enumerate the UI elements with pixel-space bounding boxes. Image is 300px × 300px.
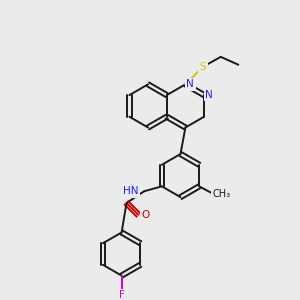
Text: S: S (200, 62, 206, 72)
Text: O: O (141, 210, 149, 220)
Text: N: N (205, 90, 213, 100)
Text: N: N (186, 79, 194, 89)
Text: CH₃: CH₃ (213, 189, 231, 199)
Text: F: F (119, 290, 124, 300)
Text: HN: HN (123, 186, 138, 196)
